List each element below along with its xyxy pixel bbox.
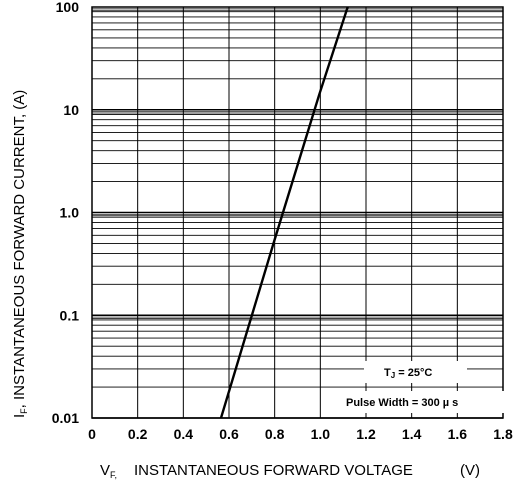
y-tick-label: 10 [63, 102, 79, 118]
x-tick-label: 1.4 [402, 426, 422, 442]
x-tick-label: 1.6 [448, 426, 468, 442]
pulse-width-note: Pulse Width = 300 µ s [346, 397, 458, 409]
y-axis-symbol: I [11, 414, 28, 418]
x-tick-label: 1.0 [311, 426, 331, 442]
x-tick-label: 0.6 [219, 426, 239, 442]
x-axis-symbol: V [100, 462, 110, 479]
x-axis-label: VF, INSTANTANEOUS FORWARD VOLTAGE (V) [100, 462, 480, 480]
x-axis-subscript: F, [110, 470, 117, 480]
x-axis-unit: (V) [460, 462, 480, 479]
y-tick-label: 1.0 [60, 205, 80, 221]
x-tick-label: 0 [88, 426, 96, 442]
y-tick-label: 0.01 [52, 410, 79, 426]
plot-frame [91, 6, 504, 419]
grid-lines [91, 7, 504, 419]
y-tick-label: 100 [56, 0, 80, 15]
y-tick-labels: 0.01 0.1 1.0 10 100 [52, 0, 79, 426]
temperature-sub: J [391, 371, 395, 380]
y-axis-subscript: F [19, 408, 29, 414]
x-tick-label: 0.8 [265, 426, 285, 442]
x-axis-text: INSTANTANEOUS FORWARD VOLTAGE [134, 462, 413, 479]
series-layer [219, 6, 349, 419]
x-tick-label: 1.2 [356, 426, 376, 442]
y-axis-text: , INSTANTANEOUS FORWARD CURRENT, (A) [11, 90, 28, 409]
y-axis-label: IF, INSTANTANEOUS FORWARD CURRENT, (A) [11, 90, 29, 418]
condition-box-bg-1 [364, 361, 467, 383]
temperature-note: TJ = 25°C [384, 367, 432, 380]
x-tick-label: 0.2 [128, 426, 148, 442]
condition-box-bg-2 [342, 391, 508, 413]
temperature-text: = 25°C [395, 367, 432, 379]
temperature-prefix: T [384, 367, 391, 379]
x-tick-labels: 0 0.2 0.4 0.6 0.8 1.0 1.2 1.4 1.6 1.8 [88, 426, 513, 442]
x-tick-label: 0.4 [174, 426, 194, 442]
series-line-0 [219, 6, 349, 419]
y-tick-label: 0.1 [60, 307, 80, 323]
x-tick-label: 1.8 [493, 426, 513, 442]
